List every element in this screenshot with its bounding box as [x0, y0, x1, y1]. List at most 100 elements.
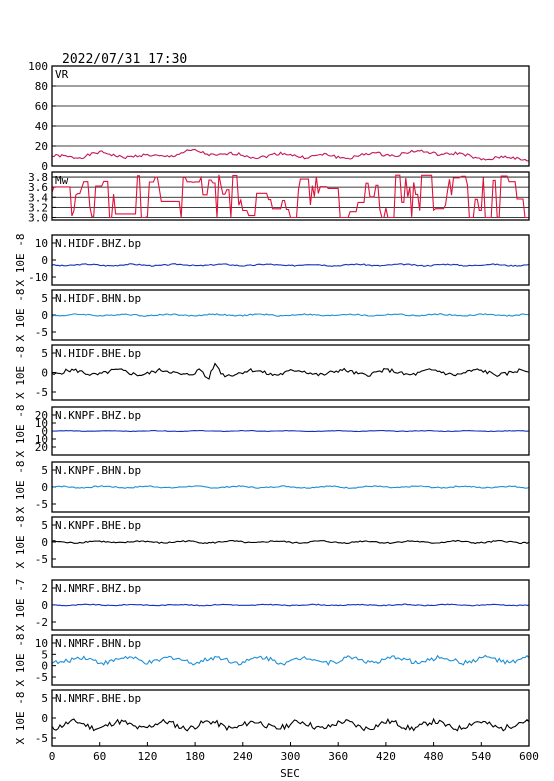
x-tick-label: 120 — [137, 750, 157, 763]
x-tick-label: 60 — [93, 750, 106, 763]
panel-label: N.HIDF.BHZ.bp — [55, 237, 141, 250]
y-axis-label: X 10E -8 — [14, 289, 27, 342]
y-tick-label: 3.4 — [28, 191, 48, 204]
x-tick-label: 360 — [328, 750, 348, 763]
panel-frame — [51, 344, 530, 401]
x-tick-label: 240 — [233, 750, 253, 763]
y-tick-label: 3.6 — [28, 181, 48, 194]
y-tick-label: 5 — [41, 464, 48, 477]
x-tick-label: 540 — [471, 750, 491, 763]
y-tick-label: 20 — [35, 409, 48, 422]
y-axis-label: X 10E -8 — [14, 634, 27, 687]
y-tick-label: -2 — [35, 616, 48, 629]
panel-hidf_bhn: 5 0 -5 X 10E -8 N.HIDF.BHN.bp — [14, 289, 530, 342]
y-tick-label: 0 — [41, 254, 48, 267]
y-tick-label: 0 — [41, 425, 48, 438]
y-axis-label: X 10E -8 — [14, 346, 27, 399]
timestamp: 2022/07/31 17:30 — [62, 52, 187, 67]
panel-label: N.KNPF.BHN.bp — [55, 464, 141, 477]
y-tick-label: 0 — [41, 536, 48, 549]
y-tick-label: -5 — [35, 386, 48, 399]
panel-label: VR — [55, 68, 69, 81]
panel-label: N.NMRF.BHE.bp — [55, 692, 141, 705]
y-tick-label: 40 — [35, 120, 48, 133]
y-axis-label: X 10E -7 — [14, 579, 27, 632]
y-tick-label: 100 — [28, 60, 48, 73]
y-tick-label: 0 — [41, 660, 48, 673]
y-tick-label: 0 — [41, 367, 48, 380]
x-tick-label: 600 — [519, 750, 539, 763]
y-tick-label: -5 — [35, 732, 48, 745]
panel-knpf_bhe: 5 0 -5 X 10E -8 N.KNPF.BHE.bp — [14, 516, 530, 569]
panel-label: N.NMRF.BHZ.bp — [55, 582, 141, 595]
y-tick-label: 0 — [41, 599, 48, 612]
y-tick-label: -5 — [35, 326, 48, 339]
panel-knpf_bhn: 5 0 -5 X 10E -8 N.KNPF.BHN.bp — [14, 461, 530, 514]
y-tick-label: 20 — [35, 140, 48, 153]
panel-frame — [51, 234, 530, 286]
y-tick-label: 3.0 — [28, 211, 48, 224]
panel-label: N.KNPF.BHZ.bp — [55, 409, 141, 422]
panel-frame — [51, 461, 530, 513]
panel-frame — [51, 289, 530, 341]
series-line-nmrf_bhe — [51, 717, 530, 732]
series-line-nmrf_bhz — [51, 603, 530, 607]
y-tick-label: 5 — [41, 648, 48, 661]
y-tick-label: 5 — [41, 347, 48, 360]
panel-hidf_bhe: 5 0 -5 X 10E -8 N.HIDF.BHE.bp — [14, 344, 530, 401]
panel-frame — [51, 634, 530, 686]
y-tick-label: -5 — [35, 498, 48, 511]
panel-nmrf_bhz: 2 0 -2 X 10E -7 N.NMRF.BHZ.bp — [14, 579, 530, 632]
panel-frame — [51, 406, 530, 456]
y-tick-label: 80 — [35, 80, 48, 93]
y-tick-label: 0 — [41, 309, 48, 322]
series-line-vr — [51, 148, 530, 162]
series-line-hidf_bhn — [51, 313, 530, 317]
panel-vr: 100 80 60 40 20 0 VR — [28, 60, 530, 173]
y-tick-label: 10 — [35, 637, 48, 650]
panel-frame — [51, 516, 530, 568]
panel-mw: 3.83.63.43.23.0 Mw — [28, 171, 530, 224]
y-tick-label: 5 — [41, 292, 48, 305]
y-tick-label: 3.2 — [28, 201, 48, 214]
panel-label: N.NMRF.BHN.bp — [55, 637, 141, 650]
panel-nmrf_bhe: 5 0 -5 X 10E -8 N.NMRF.BHE.bp — [14, 689, 530, 747]
y-tick-label: 5 — [41, 519, 48, 532]
panel-hidf_bhz: 10 0 -10X 10E -8 N.HIDF.BHZ.bp — [14, 234, 530, 287]
series-line-nmrf_bhn — [51, 654, 530, 666]
y-tick-label: 3.8 — [28, 171, 48, 184]
series-line-hidf_bhe — [51, 362, 530, 380]
y-tick-label: 60 — [35, 100, 48, 113]
series-line-hidf_bhz — [51, 263, 530, 267]
panel-frame — [51, 579, 530, 631]
panel-label: Mw — [55, 174, 69, 187]
y-tick-label: 2 — [41, 582, 48, 595]
x-tick-label: 180 — [185, 750, 205, 763]
series-line-mw — [51, 174, 529, 219]
panel-frame — [51, 65, 530, 167]
x-tick-label: 0 — [49, 750, 56, 763]
y-axis-label: X 10E -8 — [14, 516, 27, 569]
x-tick-label: 420 — [376, 750, 396, 763]
y-tick-label: 0 — [41, 712, 48, 725]
y-tick-label: 10 — [35, 433, 48, 446]
panel-label: N.HIDF.BHE.bp — [55, 347, 141, 360]
x-tick-label: 480 — [424, 750, 444, 763]
y-axis-label: X 10E -8 — [14, 405, 27, 458]
panel-label: N.KNPF.BHE.bp — [55, 519, 141, 532]
x-axis: 0 60 120 180 240 300 360 420 480 540 600 — [49, 742, 539, 763]
y-tick-label: 10 — [35, 237, 48, 250]
y-tick-label: 10 — [35, 417, 48, 430]
y-tick-label: -5 — [35, 671, 48, 684]
y-tick-label: -5 — [35, 553, 48, 566]
x-tick-label: 300 — [281, 750, 301, 763]
y-axis-label: X 10E -8 — [14, 234, 27, 287]
y-tick-label: 0 — [41, 160, 48, 173]
y-axis-label: X 10E -8 — [14, 461, 27, 514]
series-line-knpf_bhz — [51, 429, 530, 433]
panel-label: N.HIDF.BHN.bp — [55, 292, 141, 305]
x-axis-label: SEC — [280, 767, 300, 780]
